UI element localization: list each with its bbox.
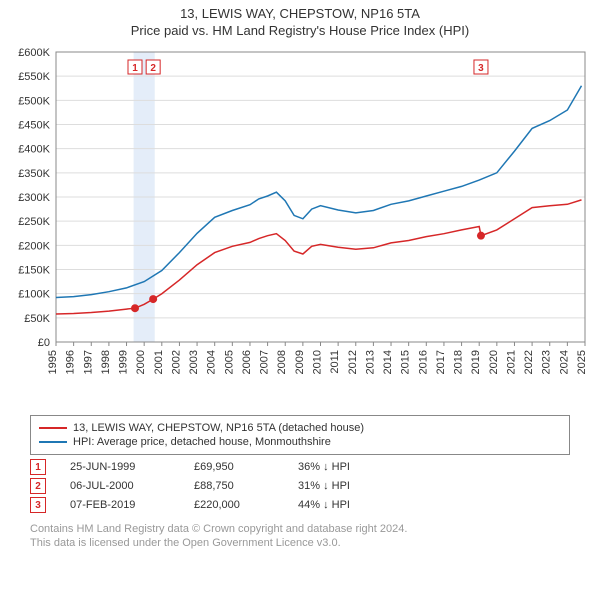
svg-text:1997: 1997 [82, 350, 94, 374]
page-subtitle: Price paid vs. HM Land Registry's House … [0, 23, 600, 38]
svg-text:2011: 2011 [329, 350, 341, 374]
svg-text:2022: 2022 [523, 350, 535, 374]
svg-text:£350K: £350K [18, 168, 50, 180]
svg-text:2009: 2009 [294, 350, 306, 374]
sale-marker-2: 2 [30, 478, 46, 494]
sale-row: 2 06-JUL-2000 £88,750 31% ↓ HPI [30, 478, 570, 494]
svg-text:1995: 1995 [47, 350, 59, 374]
svg-text:2018: 2018 [453, 350, 465, 374]
svg-text:2004: 2004 [206, 350, 218, 374]
legend: 13, LEWIS WAY, CHEPSTOW, NP16 5TA (detac… [30, 415, 570, 455]
sale-marker-3: 3 [30, 497, 46, 513]
svg-text:£50K: £50K [24, 313, 50, 325]
svg-text:£550K: £550K [18, 71, 50, 83]
svg-text:£0: £0 [38, 337, 50, 349]
svg-text:£450K: £450K [18, 120, 50, 132]
sale-price: £69,950 [194, 461, 274, 473]
footer-line-1: Contains HM Land Registry data © Crown c… [30, 522, 570, 536]
svg-text:2003: 2003 [188, 350, 200, 374]
footer-line-2: This data is licensed under the Open Gov… [30, 536, 570, 550]
chart-container: £0 £50K £100K £150K £200K £250K £300K £350K £400… [0, 42, 600, 407]
svg-text:2015: 2015 [400, 350, 412, 374]
svg-text:£600K: £600K [18, 47, 50, 59]
sale-price: £88,750 [194, 480, 274, 492]
sale-date: 25-JUN-1999 [70, 461, 170, 473]
legend-label: 13, LEWIS WAY, CHEPSTOW, NP16 5TA (detac… [73, 422, 364, 434]
svg-text:2016: 2016 [417, 350, 429, 374]
svg-text:2021: 2021 [505, 350, 517, 374]
svg-text:£300K: £300K [18, 192, 50, 204]
svg-text:2019: 2019 [470, 350, 482, 374]
sale-date: 07-FEB-2019 [70, 499, 170, 511]
sale-price: £220,000 [194, 499, 274, 511]
sales-table: 1 25-JUN-1999 £69,950 36% ↓ HPI 2 06-JUL… [30, 459, 570, 513]
sale-row: 1 25-JUN-1999 £69,950 36% ↓ HPI [30, 459, 570, 475]
page-title: 13, LEWIS WAY, CHEPSTOW, NP16 5TA [0, 6, 600, 21]
legend-item: HPI: Average price, detached house, Monm… [39, 436, 561, 448]
svg-text:2002: 2002 [170, 350, 182, 374]
svg-text:2006: 2006 [241, 350, 253, 374]
svg-text:2007: 2007 [259, 350, 271, 374]
svg-text:3: 3 [478, 63, 484, 74]
legend-swatch-property [39, 427, 67, 429]
sale-marker-1: 1 [30, 459, 46, 475]
svg-text:1: 1 [132, 63, 138, 74]
svg-text:£150K: £150K [18, 265, 50, 277]
svg-text:2000: 2000 [135, 350, 147, 374]
svg-text:£400K: £400K [18, 144, 50, 156]
legend-label: HPI: Average price, detached house, Monm… [73, 436, 331, 448]
legend-item: 13, LEWIS WAY, CHEPSTOW, NP16 5TA (detac… [39, 422, 561, 434]
svg-text:2: 2 [150, 63, 156, 74]
svg-text:2010: 2010 [312, 350, 324, 374]
sale-delta: 31% ↓ HPI [298, 480, 350, 492]
sale-row: 3 07-FEB-2019 £220,000 44% ↓ HPI [30, 497, 570, 513]
svg-text:2001: 2001 [153, 350, 165, 374]
svg-text:2008: 2008 [276, 350, 288, 374]
sale-delta: 44% ↓ HPI [298, 499, 350, 511]
legend-swatch-hpi [39, 441, 67, 443]
svg-text:2017: 2017 [435, 350, 447, 374]
sale-date: 06-JUL-2000 [70, 480, 170, 492]
svg-text:2013: 2013 [364, 350, 376, 374]
svg-text:£200K: £200K [18, 240, 50, 252]
svg-text:2005: 2005 [223, 350, 235, 374]
svg-text:2014: 2014 [382, 350, 394, 374]
svg-text:2025: 2025 [576, 350, 588, 374]
svg-text:1999: 1999 [118, 350, 130, 374]
svg-text:2020: 2020 [488, 350, 500, 374]
svg-text:2023: 2023 [541, 350, 553, 374]
footer: Contains HM Land Registry data © Crown c… [0, 516, 600, 551]
sale-delta: 36% ↓ HPI [298, 461, 350, 473]
svg-text:1996: 1996 [65, 350, 77, 374]
svg-text:2012: 2012 [347, 350, 359, 374]
price-chart: £0 £50K £100K £150K £200K £250K £300K £350K £400… [0, 42, 600, 402]
svg-text:1998: 1998 [100, 350, 112, 374]
svg-text:£500K: £500K [18, 95, 50, 107]
svg-text:2024: 2024 [558, 350, 570, 374]
svg-text:£250K: £250K [18, 216, 50, 228]
svg-text:£100K: £100K [18, 289, 50, 301]
